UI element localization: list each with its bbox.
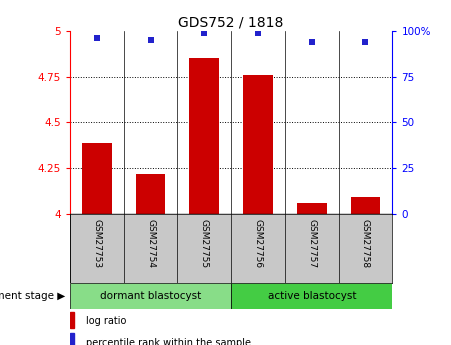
Text: GSM27758: GSM27758	[361, 219, 370, 268]
Text: log ratio: log ratio	[86, 316, 126, 326]
Bar	[189, 59, 219, 214]
Text: GSM27754: GSM27754	[146, 219, 155, 268]
Bar	[136, 174, 166, 214]
Text: GSM27753: GSM27753	[92, 219, 101, 268]
Point	[147, 37, 154, 43]
Text: GSM27757: GSM27757	[307, 219, 316, 268]
Bar	[297, 203, 327, 214]
Bar	[70, 312, 74, 328]
Title: GDS752 / 1818: GDS752 / 1818	[179, 16, 284, 30]
Text: dormant blastocyst: dormant blastocyst	[100, 291, 201, 301]
Text: development stage ▶: development stage ▶	[0, 291, 65, 301]
Bar	[243, 75, 273, 214]
Point	[201, 30, 208, 36]
Point	[254, 30, 262, 36]
Text: GSM27756: GSM27756	[253, 219, 262, 268]
Text: active blastocyst: active blastocyst	[267, 291, 356, 301]
Point	[362, 39, 369, 45]
Bar	[351, 197, 380, 214]
Bar	[82, 142, 111, 214]
Point	[308, 39, 315, 45]
Text: percentile rank within the sample: percentile rank within the sample	[86, 338, 251, 345]
Bar	[70, 283, 231, 309]
Bar	[70, 333, 74, 345]
Text: GSM27755: GSM27755	[200, 219, 209, 268]
Point	[93, 36, 101, 41]
Bar	[231, 283, 392, 309]
